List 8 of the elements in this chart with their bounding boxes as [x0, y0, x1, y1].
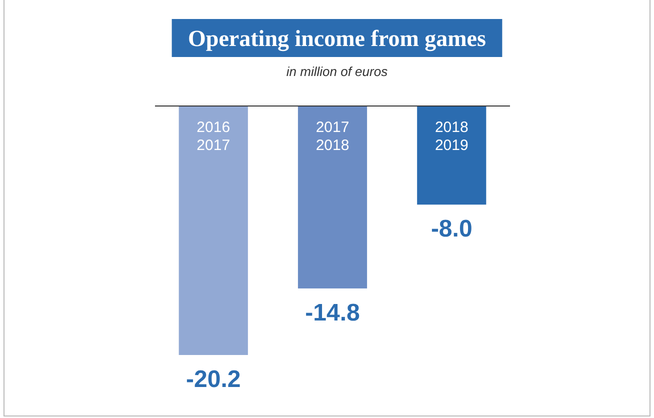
chart-title: Operating income from games — [188, 26, 486, 52]
x-tick-label: 2017 2018 — [316, 119, 350, 154]
data-label: -14.8 — [305, 299, 360, 326]
data-label: -20.2 — [186, 366, 241, 393]
chart-subtitle: in million of euros — [286, 64, 388, 79]
x-tick-label: 2018 2019 — [434, 119, 468, 154]
x-tick-label: 2016 2017 — [196, 119, 230, 154]
data-label: -8.0 — [430, 216, 472, 243]
